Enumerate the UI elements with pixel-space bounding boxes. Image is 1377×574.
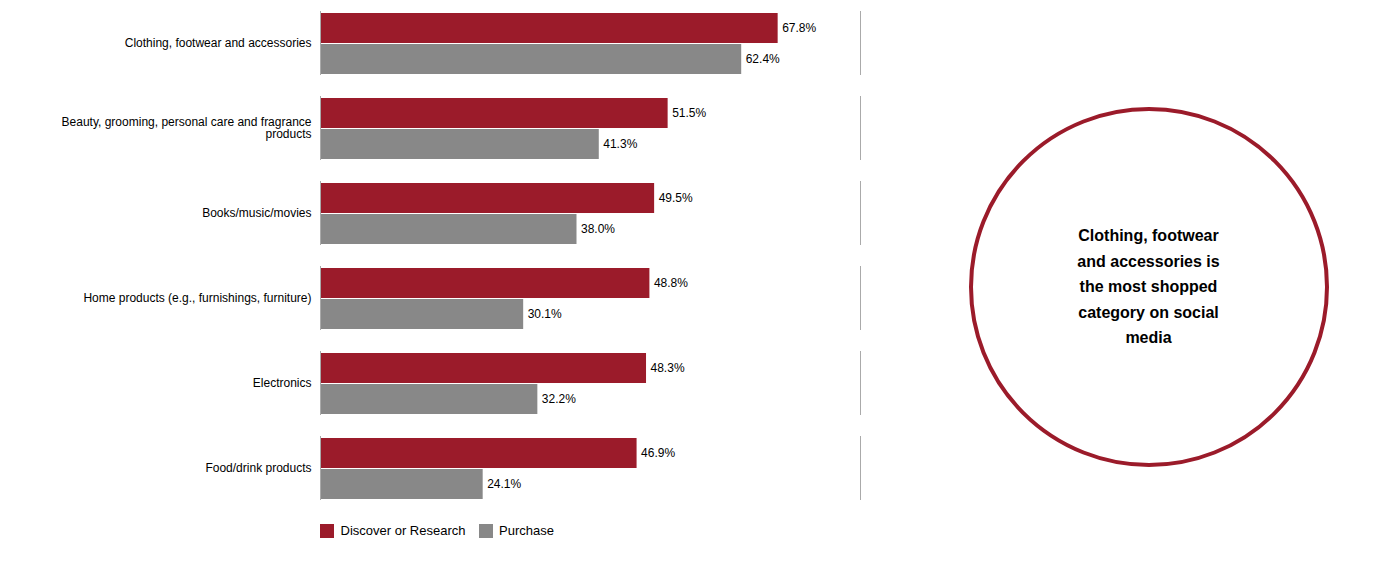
svg-text:48.8%: 48.8% — [654, 276, 688, 290]
svg-text:Clothing, footwear and accesso: Clothing, footwear and accessories — [125, 36, 312, 50]
svg-text:51.5%: 51.5% — [672, 106, 706, 120]
svg-text:30.1%: 30.1% — [528, 307, 562, 321]
svg-text:Electronics: Electronics — [253, 376, 312, 390]
svg-text:Home products (e.g., furnishin: Home products (e.g., furnishings, furnit… — [83, 291, 311, 305]
html-text:Purchase: Purchase — [499, 523, 554, 538]
html-text:Discover or Research: Discover or Research — [340, 523, 466, 538]
svg-text:38.0%: 38.0% — [581, 222, 615, 236]
svg-text:32.2%: 32.2% — [542, 392, 576, 406]
svg-text:67.8%: 67.8% — [782, 21, 816, 35]
svg-text:49.5%: 49.5% — [659, 191, 693, 205]
svg-text:24.1%: 24.1% — [487, 477, 521, 491]
svg-text:Books/music/movies: Books/music/movies — [202, 206, 311, 220]
svg-text:62.4%: 62.4% — [746, 52, 780, 66]
svg-text:Beauty, grooming, personal car: Beauty, grooming, personal care and frag… — [62, 115, 312, 141]
svg-text:46.9%: 46.9% — [641, 446, 675, 460]
svg-text:48.3%: 48.3% — [651, 361, 685, 375]
svg-text:Food/drink products: Food/drink products — [205, 461, 311, 475]
html-text:Clothing, footwear and accesso: Clothing, footwear and accessories is th… — [1077, 227, 1220, 347]
svg-text:41.3%: 41.3% — [603, 137, 637, 151]
